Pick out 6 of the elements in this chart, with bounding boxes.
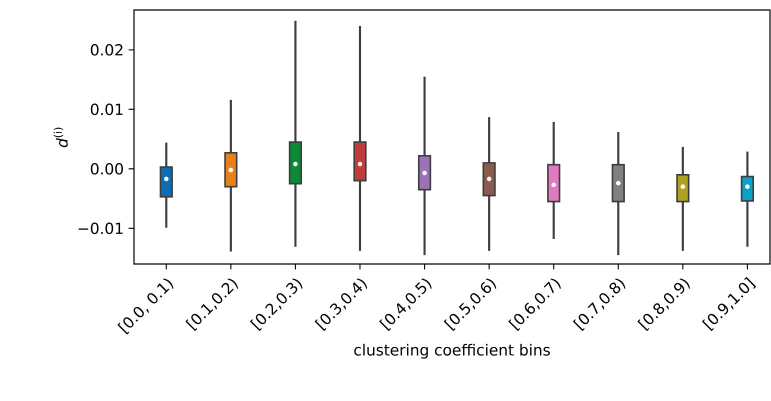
y-tick-label: 0.00: [90, 163, 123, 175]
y-tick-label: −0.01: [78, 222, 123, 234]
x-axis-title: clustering coefficient bins: [354, 344, 550, 359]
y-tick-label: 0.02: [90, 44, 122, 56]
y-axis-title: d$^{(i)}$: [54, 128, 68, 148]
y-tick-label: 0.01: [90, 104, 123, 116]
